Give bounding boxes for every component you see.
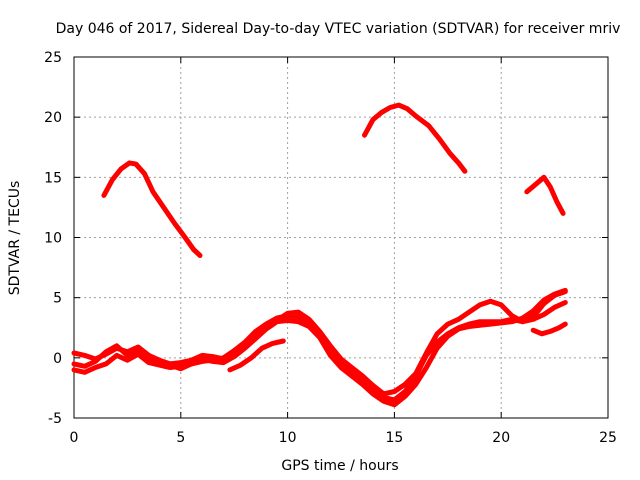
series-line-arc-2	[362, 102, 468, 174]
x-tick-label-4: 20	[492, 430, 510, 446]
y-tick-label-1: 0	[53, 351, 62, 367]
y-tick-label-5: 20	[44, 110, 62, 126]
x-tick-label-1: 5	[176, 430, 185, 446]
x-tick-label-2: 10	[279, 430, 297, 446]
x-tick-label-5: 25	[599, 430, 617, 446]
x-axis-label: GPS time / hours	[281, 458, 398, 474]
y-tick-label-6: 25	[44, 50, 62, 66]
chart-title: Day 046 of 2017, Sidereal Day-to-day VTE…	[56, 21, 621, 37]
series-line-low-3	[71, 287, 568, 408]
x-tick-label-0: 0	[70, 430, 79, 446]
y-tick-label-4: 15	[44, 170, 62, 186]
series-line-low-1	[71, 300, 568, 403]
series-line-low-2	[71, 289, 568, 397]
data-series	[71, 102, 568, 408]
series-line-arc-3	[524, 174, 566, 216]
y-tick-label-2: 5	[53, 291, 62, 307]
series-line-arc-1	[101, 160, 203, 258]
y-tick-label-0: -5	[48, 411, 62, 427]
y-axis-label: SDTVAR / TECUs	[7, 181, 23, 296]
series-line-short-1	[227, 338, 286, 373]
y-tick-label-3: 10	[44, 231, 62, 247]
series-line-short-2	[530, 321, 568, 337]
x-tick-label-3: 15	[385, 430, 403, 446]
axis-ticks: 0 5 10 15 20 25 -5 0 5 10 15 20 25	[44, 50, 617, 446]
